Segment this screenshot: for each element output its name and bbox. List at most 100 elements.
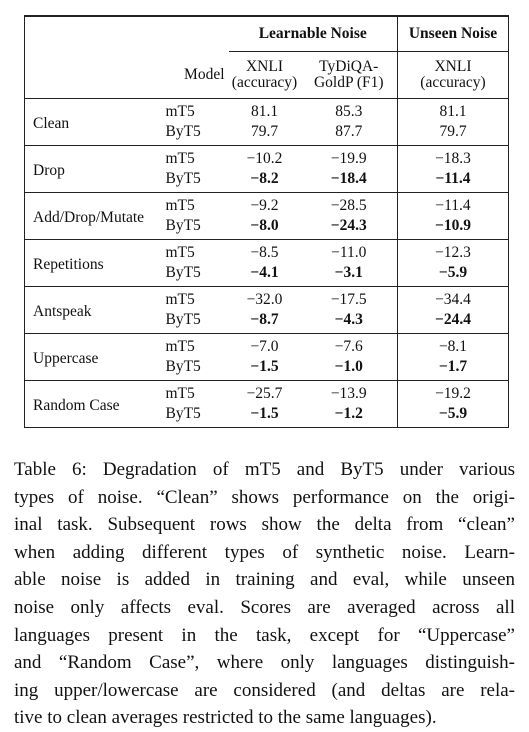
noise-label: Drop bbox=[33, 161, 65, 179]
header-line: XNLI bbox=[434, 58, 472, 75]
model-name: mT5 bbox=[165, 103, 195, 120]
row: ByT5 −1.5 −1.2 −5.9 bbox=[25, 404, 509, 428]
row-group: Uppercase mT5 −7.0 −7.6 −8.1 ByT5 −1.5 −1.0 −1.7 bbox=[24, 333, 509, 381]
caption-line: and “Random Case”, where only languages … bbox=[14, 652, 515, 674]
row: ByT5 79.7 87.7 79.7 bbox=[25, 122, 509, 146]
score: −4.3 bbox=[334, 311, 363, 328]
score: −24.3 bbox=[330, 217, 367, 234]
score: −10.2 bbox=[246, 150, 283, 167]
row: ByT5 −4.1 −3.1 −5.9 bbox=[25, 263, 509, 287]
results-table: Learnable Noise Unseen Noise Model XNLI(… bbox=[24, 15, 509, 428]
caption-line: when adding different types of synthetic… bbox=[14, 541, 515, 563]
score: −34.4 bbox=[397, 286, 509, 310]
score: −3.1 bbox=[334, 264, 363, 281]
score: 85.3 bbox=[335, 103, 363, 120]
column-header: TyDiQA- GoldP (F1) bbox=[300, 51, 398, 99]
caption-line: able noise is added in training and eval… bbox=[14, 569, 515, 591]
score: 81.1 bbox=[250, 103, 279, 120]
model-name: ByT5 bbox=[165, 264, 201, 281]
caption-line: types of noise. “Clean” shows performanc… bbox=[14, 486, 515, 508]
row-group: Clean mT5 81.1 85.3 81.1 ByT5 79.7 87.7 79.7 bbox=[24, 98, 509, 146]
header-line: XNLI bbox=[245, 58, 284, 75]
score: −17.5 bbox=[330, 291, 367, 308]
row: ByT5 −8.7 −4.3 −24.4 bbox=[25, 310, 509, 334]
caption: Table 6: Degradation of mT5 and ByT5 und… bbox=[14, 456, 515, 732]
score: −24.4 bbox=[397, 310, 509, 334]
score: −1.0 bbox=[334, 358, 363, 375]
caption-line: Table 6: Degradation of mT5 and ByT5 und… bbox=[14, 459, 515, 480]
header-line: TyDiQA- bbox=[319, 58, 379, 75]
caption-line: tive to clean averages restricted to the… bbox=[14, 707, 437, 729]
noise-label: Repetitions bbox=[33, 255, 104, 273]
row: Repetitions mT5 −8.5 −11.0 −12.3 bbox=[25, 239, 509, 272]
score: −8.1 bbox=[397, 333, 509, 357]
model-name: ByT5 bbox=[165, 405, 201, 422]
model-name: mT5 bbox=[165, 385, 195, 402]
score: −18.3 bbox=[397, 145, 509, 169]
row-group: Antspeak mT5 −32.0 −17.5 −34.4 ByT5 −8.7 −4.3 −2… bbox=[24, 286, 509, 334]
row: Drop mT5 −10.2 −19.9 −18.3 bbox=[25, 145, 509, 178]
model-name: ByT5 bbox=[165, 170, 201, 187]
score: −5.9 bbox=[397, 263, 509, 287]
row: Add/Drop/Mutate mT5 −9.2 −28.5 −11.4 bbox=[25, 192, 509, 225]
score: −8.7 bbox=[250, 311, 279, 328]
row-group: Repetitions mT5 −8.5 −11.0 −12.3 ByT5 −4.1 −3.1… bbox=[24, 239, 509, 287]
row-group: Add/Drop/Mutate mT5 −9.2 −28.5 −11.4 ByT5 −8.0… bbox=[24, 192, 509, 240]
row-group: Drop mT5 −10.2 −19.9 −18.3 ByT5 −8.2 −18.4 −11.4 bbox=[24, 145, 509, 193]
score: −10.9 bbox=[397, 216, 509, 240]
row: ByT5 −1.5 −1.0 −1.7 bbox=[25, 357, 509, 381]
score: −1.2 bbox=[334, 405, 363, 422]
score: −9.2 bbox=[250, 197, 279, 214]
score: −32.0 bbox=[246, 291, 283, 308]
score: 81.1 bbox=[397, 98, 509, 122]
score: −28.5 bbox=[330, 197, 367, 214]
score: −1.7 bbox=[397, 357, 509, 381]
score: −19.2 bbox=[397, 380, 509, 404]
score: −25.7 bbox=[246, 385, 283, 402]
model-name: ByT5 bbox=[165, 217, 201, 234]
score: −4.1 bbox=[250, 264, 279, 281]
score: 79.7 bbox=[250, 123, 279, 140]
score: 79.7 bbox=[397, 122, 509, 146]
noise-label: Random Case bbox=[33, 396, 120, 414]
model-name: mT5 bbox=[165, 291, 195, 308]
score: −5.9 bbox=[397, 404, 509, 428]
score: −19.9 bbox=[330, 150, 367, 167]
score: −12.3 bbox=[397, 239, 509, 263]
model-name: ByT5 bbox=[165, 311, 201, 328]
header-line: (accuracy) bbox=[420, 74, 486, 91]
score: −11.0 bbox=[331, 244, 367, 261]
header-line: GoldP (F1) bbox=[313, 74, 384, 91]
row: Clean mT5 81.1 85.3 81.1 bbox=[25, 98, 509, 131]
noise-label: Clean bbox=[33, 114, 70, 132]
score: −7.6 bbox=[334, 338, 363, 355]
noise-label: Antspeak bbox=[33, 302, 92, 320]
column-header: XNLI (accuracy) bbox=[228, 51, 301, 99]
model-name: mT5 bbox=[165, 150, 195, 167]
score: 87.7 bbox=[335, 123, 363, 140]
model-name: ByT5 bbox=[165, 358, 201, 375]
caption-line: inal task. Subsequent rows show the delt… bbox=[14, 514, 515, 536]
row: ByT5 −8.0 −24.3 −10.9 bbox=[25, 216, 509, 240]
score: −11.4 bbox=[397, 169, 509, 193]
header-line: (accuracy) bbox=[231, 74, 298, 91]
score: −1.5 bbox=[250, 358, 279, 375]
row: Antspeak mT5 −32.0 −17.5 −34.4 bbox=[25, 286, 509, 319]
score: −8.5 bbox=[250, 244, 279, 261]
group-header: Unseen Noise bbox=[397, 16, 509, 52]
score: −8.2 bbox=[250, 170, 279, 187]
row: ByT5 −8.2 −18.4 −11.4 bbox=[25, 169, 509, 193]
score: −8.0 bbox=[250, 217, 279, 234]
noise-label: Uppercase bbox=[33, 349, 99, 367]
model-name: mT5 bbox=[165, 197, 195, 214]
model-name: ByT5 bbox=[165, 123, 201, 140]
noise-label: Add/Drop/Mutate bbox=[33, 208, 145, 226]
group-header: Learnable Noise bbox=[228, 16, 398, 52]
score: −1.5 bbox=[250, 405, 279, 422]
caption-line: ing upper/lowercase are considered (and … bbox=[14, 679, 515, 701]
row: Random Case mT5 −25.7 −13.9 −19.2 bbox=[25, 380, 509, 413]
column-header: XNLI (accuracy) bbox=[397, 51, 509, 99]
row-group: Random Case mT5 −25.7 −13.9 −19.2 ByT5 −1.5 −1.… bbox=[24, 380, 509, 428]
model-name: mT5 bbox=[165, 338, 195, 355]
